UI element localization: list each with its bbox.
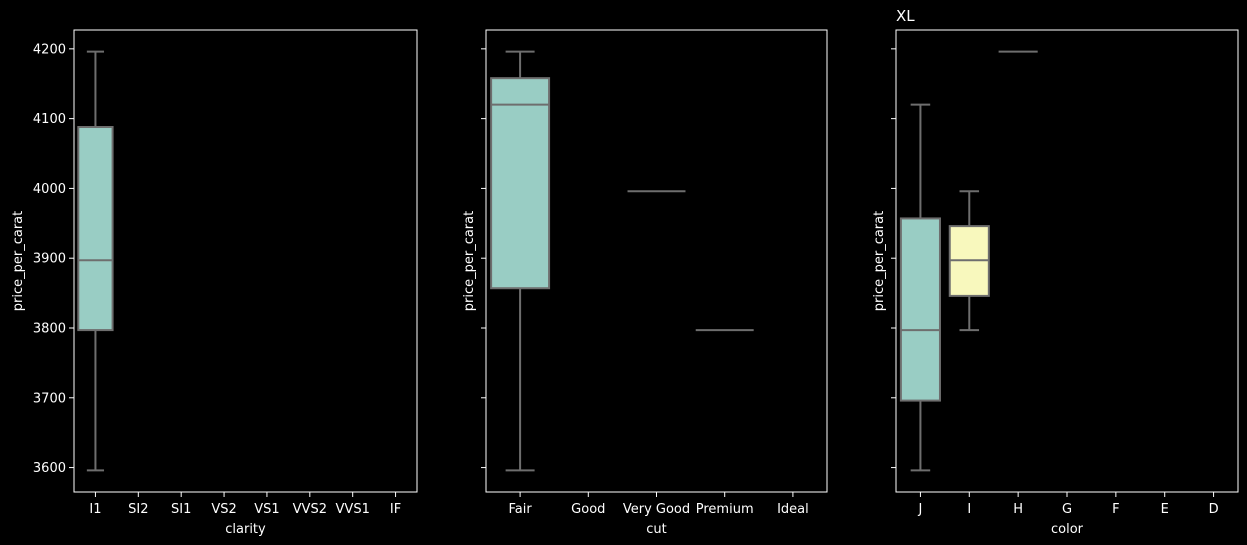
x-tick-label: F bbox=[1112, 502, 1119, 517]
y-tick-label: 4200 bbox=[33, 42, 66, 57]
y-axis-label: price_per_carat bbox=[462, 211, 477, 311]
chart-panel-1: 3600 3700 3800 3900 4000 4100 4200 I1 SI2 SI1 VS2 V… bbox=[11, 29, 418, 537]
x-tick-label: Premium bbox=[696, 502, 754, 517]
box-body bbox=[490, 77, 551, 290]
x-tick-label: VVS1 bbox=[336, 502, 370, 517]
y-tick-label: 3600 bbox=[33, 461, 66, 476]
y-tick-label: 4000 bbox=[33, 182, 66, 197]
x-tick-label: H bbox=[1013, 502, 1023, 517]
axes-frame bbox=[73, 29, 418, 493]
y-tick-label: 3700 bbox=[33, 391, 66, 406]
box-j bbox=[899, 103, 941, 472]
x-tick-label: Very Good bbox=[623, 502, 690, 517]
x-tick-label: Fair bbox=[508, 502, 532, 517]
x-tick-label: E bbox=[1161, 502, 1169, 517]
y-tick-label: 3800 bbox=[33, 321, 66, 336]
x-tick-label: I bbox=[967, 502, 971, 517]
chart-panel-2: Fair Good Very Good Premium Ideal cut price_pe… bbox=[462, 29, 828, 537]
box-body bbox=[77, 126, 114, 332]
y-axis-label: price_per_carat bbox=[11, 211, 26, 311]
x-tick-label: Good bbox=[571, 502, 605, 517]
x-tick-label: SI2 bbox=[128, 502, 148, 517]
box-i bbox=[948, 190, 990, 332]
x-tick-label: VVS2 bbox=[293, 502, 327, 517]
x-tick-label: Ideal bbox=[777, 502, 809, 517]
y-tick-label: 3900 bbox=[33, 252, 66, 267]
x-tick-label: D bbox=[1209, 502, 1219, 517]
box-fair bbox=[490, 50, 551, 472]
x-axis-label: cut bbox=[646, 522, 666, 537]
x-tick-label: VS2 bbox=[211, 502, 236, 517]
y-tick-label: 4100 bbox=[33, 112, 66, 127]
y-axis-label: price_per_carat bbox=[872, 211, 887, 311]
x-axis-label: color bbox=[1051, 522, 1084, 537]
box-i1 bbox=[77, 50, 114, 472]
x-tick-label: IF bbox=[390, 502, 401, 517]
x-axis-label: clarity bbox=[225, 522, 266, 537]
x-tick-label: VS1 bbox=[254, 502, 279, 517]
x-tick-label: J bbox=[918, 502, 923, 517]
box-body bbox=[899, 217, 941, 402]
x-tick-label: SI1 bbox=[171, 502, 191, 517]
panel-title: XL bbox=[896, 7, 915, 25]
x-tick-label: I1 bbox=[89, 502, 101, 517]
x-tick-label: G bbox=[1062, 502, 1072, 517]
